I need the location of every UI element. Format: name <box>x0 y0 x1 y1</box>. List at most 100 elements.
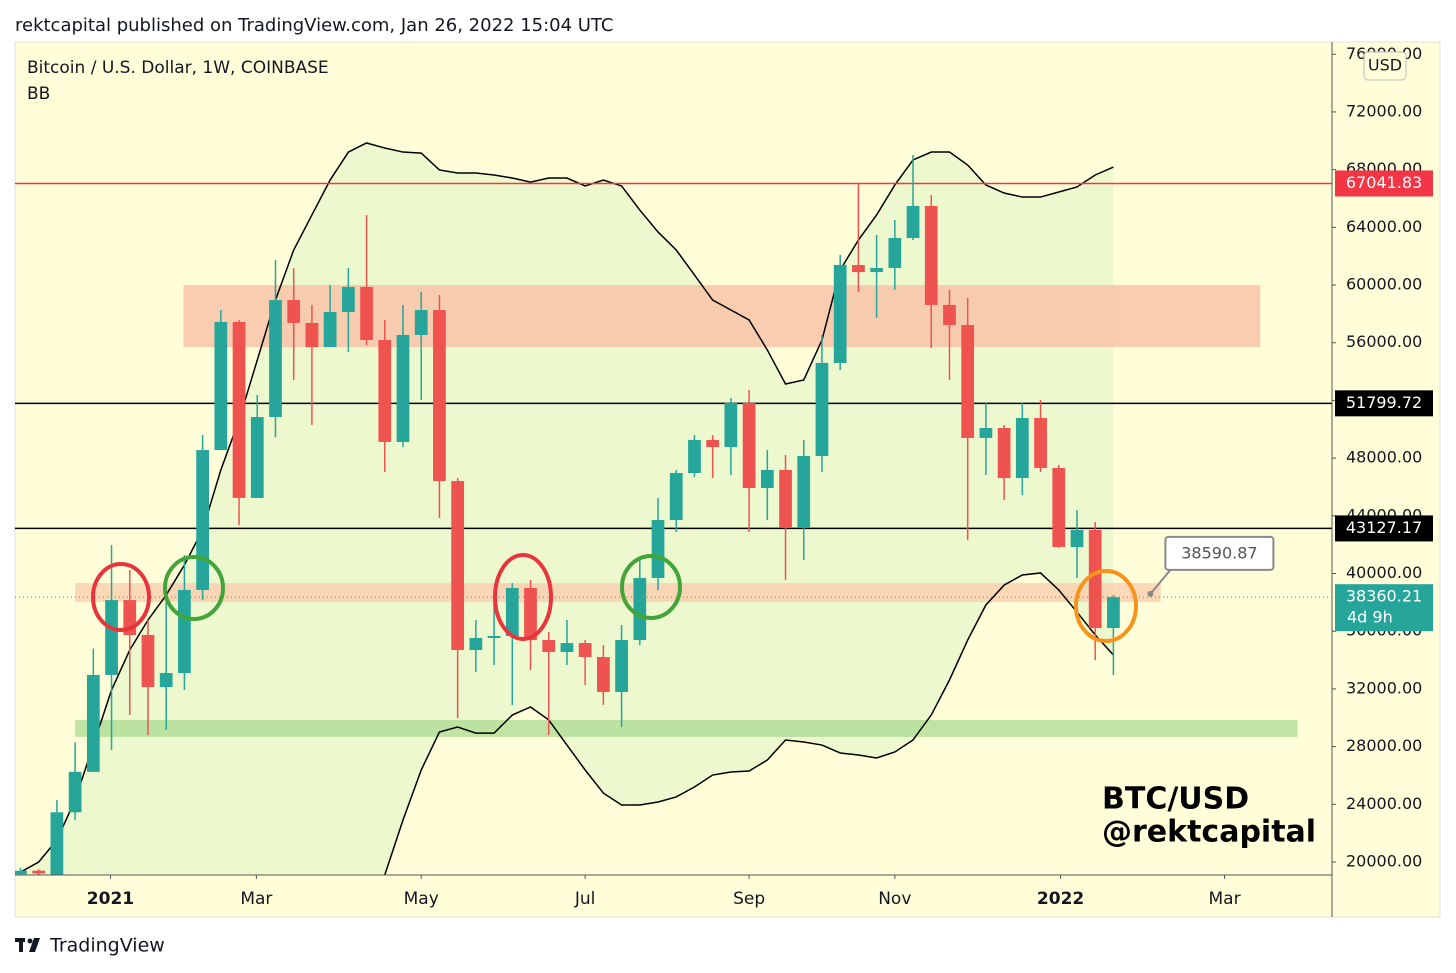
candle-body <box>433 310 446 482</box>
candle-body <box>141 634 155 688</box>
candle-body <box>688 439 701 473</box>
logo-shape <box>19 938 23 952</box>
callout-text: 38590.87 <box>1181 543 1257 562</box>
tradingview-logo: TradingView <box>15 935 165 957</box>
callout-box <box>1164 535 1275 571</box>
zone <box>75 583 1161 602</box>
currency-label[interactable]: USD <box>1368 56 1402 75</box>
candle-body <box>105 600 118 675</box>
candle-body <box>760 469 774 488</box>
symbol-legend: Bitcoin / U.S. Dollar, 1W, COINBASE <box>27 58 329 78</box>
plot-area <box>15 142 1332 875</box>
candle-body <box>596 657 610 692</box>
candle-body <box>779 469 792 528</box>
y-tick-label: 24000.00 <box>1346 794 1422 813</box>
watermark: @rektcapital <box>1102 815 1316 850</box>
level-label-box <box>1335 515 1433 542</box>
indicator-legend: BB <box>27 84 50 104</box>
candle-body <box>943 304 956 326</box>
candle-body <box>815 362 829 456</box>
candle-body <box>68 771 82 813</box>
x-tick-label: Nov <box>878 889 911 909</box>
candle-body <box>979 427 993 438</box>
watermark: BTC/USD <box>1102 782 1249 817</box>
x-tick-label: May <box>404 889 439 909</box>
candle-body <box>232 321 246 498</box>
candle-body <box>505 587 519 636</box>
y-tick-label: 72000.00 <box>1346 101 1422 120</box>
candle-body <box>86 674 100 772</box>
candle-body <box>214 321 228 451</box>
logo-shape <box>29 938 40 952</box>
candle-body <box>833 264 847 363</box>
candle-body <box>852 264 865 273</box>
highlight-circle <box>620 554 682 620</box>
candle-body <box>323 312 337 348</box>
y-tick-label: 56000.00 <box>1346 332 1422 351</box>
countdown-label: 4d 9h <box>1347 608 1393 627</box>
candle-body <box>651 520 665 579</box>
highlight-circle <box>493 553 553 641</box>
y-tick-label: 64000.00 <box>1346 217 1422 236</box>
level-label: 67041.83 <box>1346 173 1422 192</box>
x-tick-label: Sep <box>733 889 765 909</box>
axes: 20000.0024000.0028000.0032000.0036000.00… <box>87 44 1433 909</box>
candle-body <box>15 870 27 875</box>
candle-body <box>706 439 720 448</box>
y-tick-label: 28000.00 <box>1346 736 1422 755</box>
candle-body <box>178 589 191 674</box>
x-tick-label: Mar <box>240 889 272 909</box>
x-tick-label: 2021 <box>87 889 134 909</box>
candle-body <box>961 325 975 438</box>
candle-body <box>451 481 465 650</box>
highlight-circle <box>1074 569 1138 643</box>
candle-body <box>287 300 301 323</box>
candle-body <box>50 812 64 875</box>
candle-body <box>159 673 173 688</box>
candle-body <box>341 286 355 313</box>
y-tick-label: 60000.00 <box>1346 275 1422 294</box>
candle-body <box>1107 597 1120 629</box>
level-label: 43127.17 <box>1346 518 1422 537</box>
candle-body <box>469 638 483 650</box>
candle-body <box>724 403 738 448</box>
candle-body <box>742 403 756 488</box>
candle-body <box>269 300 282 418</box>
candle-body <box>924 206 938 305</box>
bollinger-lower <box>384 572 1114 875</box>
zone <box>75 719 1298 737</box>
x-tick-label: Mar <box>1208 889 1240 909</box>
candle-body <box>888 238 902 269</box>
y-tick-label: 40000.00 <box>1346 563 1422 582</box>
level-label-box <box>1335 170 1433 197</box>
logo-shape <box>27 938 33 944</box>
candle-body <box>669 472 683 521</box>
candle-body <box>797 455 811 528</box>
publisher-line: rektcapital published on TradingView.com… <box>15 15 613 36</box>
candle-body <box>542 640 556 653</box>
highlight-circle <box>91 562 151 632</box>
candle-body <box>906 206 920 239</box>
y-tick-label: 48000.00 <box>1346 448 1422 467</box>
candle-body <box>1015 418 1029 479</box>
candle-body <box>997 427 1011 479</box>
level-label: 51799.72 <box>1346 393 1422 412</box>
y-tick-label: 20000.00 <box>1346 852 1422 871</box>
callout-anchor <box>1147 590 1154 597</box>
level-label-box <box>1335 390 1433 417</box>
candle-body <box>396 334 410 442</box>
candle-body <box>615 640 628 692</box>
candle-body <box>1088 529 1102 629</box>
x-tick-label: Jul <box>574 889 596 909</box>
callout-pointer <box>1149 569 1172 595</box>
candle-body <box>378 340 392 442</box>
candle-body <box>1034 418 1047 468</box>
y-tick-label: 32000.00 <box>1346 678 1422 697</box>
candle-body <box>1070 529 1084 547</box>
candle-body <box>305 322 319 348</box>
currency-box[interactable] <box>1363 51 1407 81</box>
candle-body <box>250 417 264 498</box>
candle-body <box>32 870 46 874</box>
